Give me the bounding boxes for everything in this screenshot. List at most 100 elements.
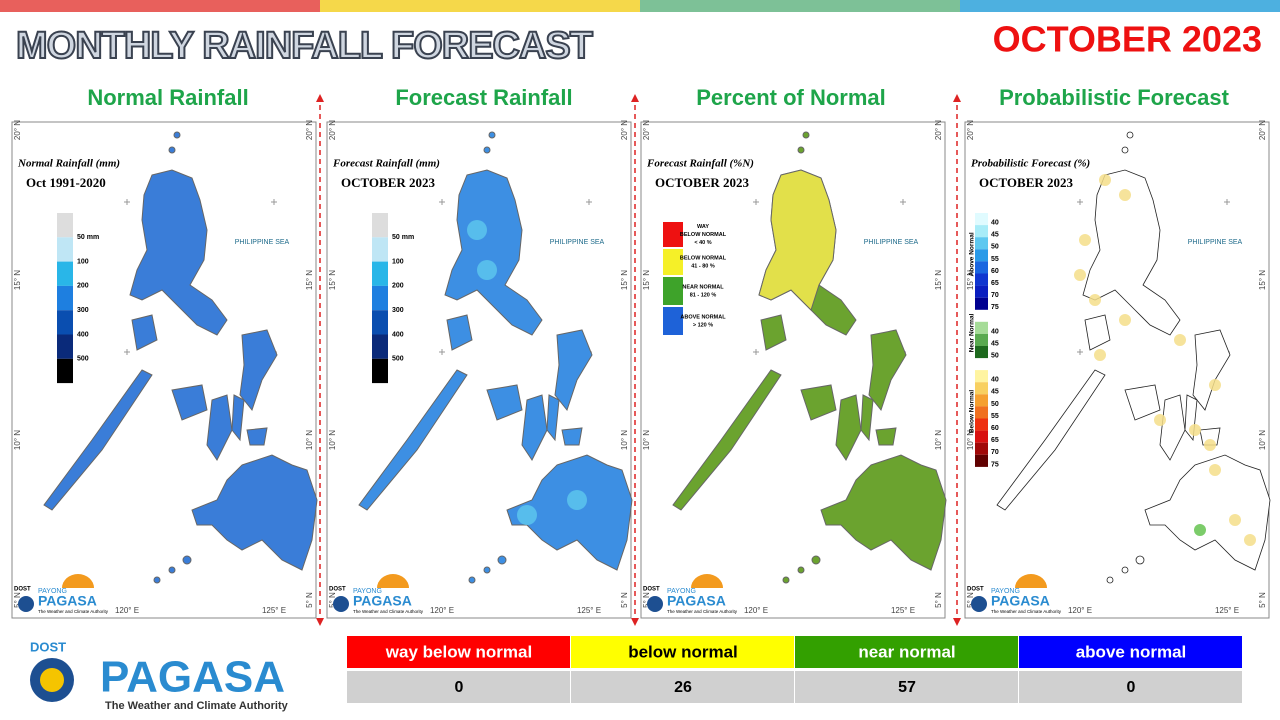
logo-tagline: The Weather and Climate Authority (105, 700, 289, 712)
lat-label: 20° N (642, 120, 651, 140)
map-panel: PHILIPPINE SEA 20° N 20° N 15° N 15° N 10° N 1… (640, 120, 947, 619)
logo-name: PAGASA (100, 653, 285, 702)
legend-swatch (975, 321, 988, 334)
legend-swatch (975, 454, 988, 467)
legend-label: 60 (991, 268, 999, 275)
small-logo-umbrella (1015, 574, 1047, 588)
lat-label: 10° N (934, 430, 943, 450)
map-dot (1079, 234, 1091, 246)
grid-cross (900, 199, 906, 205)
table-cell (347, 671, 570, 703)
legend-label: 65 (991, 280, 999, 287)
lat-label: 5° N (966, 592, 975, 608)
panel-heading: Probabilistic Forecast (999, 85, 1230, 110)
map-dot (1209, 464, 1221, 476)
grid-cross (753, 349, 759, 355)
legend-label: 45 (991, 389, 999, 396)
small-logo-tagline: The Weather and Climate Authority (38, 609, 109, 614)
legend-label: 81 - 120 % (690, 292, 717, 298)
map-panel: PHILIPPINE SEA 20° N 20° N 15° N 15° N 10° N 1… (964, 120, 1271, 619)
legend-label: NEAR NORMAL (682, 284, 724, 290)
sea-label: PHILIPPINE SEA (235, 239, 290, 246)
small-logo-umbrella (691, 574, 723, 588)
legend-group-label: Near Normal (969, 313, 976, 352)
lat-label: 20° N (13, 120, 22, 140)
separator-arrow (316, 94, 324, 102)
legend-swatch (975, 273, 988, 286)
legend-swatch (372, 237, 388, 262)
small-logo-umbrella (377, 574, 409, 588)
lon-label: 120° E (115, 606, 139, 615)
grid-cross (124, 349, 130, 355)
grid-cross (271, 199, 277, 205)
legend-swatch (372, 334, 388, 359)
legend-swatch (975, 346, 988, 359)
lat-label: 15° N (966, 270, 975, 290)
legend-swatch (975, 297, 988, 310)
table-cell (571, 671, 794, 703)
lat-label: 10° N (966, 430, 975, 450)
lat-label: 10° N (1258, 430, 1267, 450)
legend-swatch (57, 285, 73, 311)
legend-swatch (57, 213, 73, 238)
legend-label: 75 (991, 304, 999, 311)
legend-swatch (57, 310, 73, 335)
lat-label: 15° N (642, 270, 651, 290)
legend-label: 55 (991, 413, 999, 420)
legend-swatch (57, 261, 73, 286)
legend-label: 100 (77, 258, 89, 265)
map-region (467, 220, 487, 240)
map-dot (1209, 379, 1221, 391)
lat-label: 15° N (1258, 270, 1267, 290)
map-panel: PHILIPPINE SEA 20° N 20° N 15° N 15° N 10° N 1… (11, 120, 318, 619)
lat-label: 20° N (305, 120, 314, 140)
map-dot (1204, 439, 1216, 451)
small-logo-icon (971, 596, 987, 612)
table-cell (795, 671, 1018, 703)
legend-swatch (372, 213, 388, 238)
small-logo-small: PAYONG (353, 588, 382, 595)
legend-label: 45 (991, 340, 999, 347)
legend-swatch (57, 358, 73, 384)
lat-label: 5° N (1258, 592, 1267, 608)
table-cell (1019, 671, 1242, 703)
legend-label: 70 (991, 292, 999, 299)
map-dot (1229, 514, 1241, 526)
legend-swatch (975, 406, 988, 419)
legend-swatch (975, 394, 988, 407)
lat-label: 5° N (328, 592, 337, 608)
period: OCTOBER 2023 (993, 19, 1262, 60)
legend-swatch (975, 333, 988, 346)
small-logo-org: DOST (329, 587, 346, 593)
lat-label: 5° N (305, 592, 314, 608)
legend-label: BELOW NORMAL (680, 255, 727, 261)
table-header-cell (347, 636, 570, 668)
lat-label: 20° N (1258, 120, 1267, 140)
legend-swatch (975, 213, 988, 226)
legend-swatch (975, 418, 988, 431)
legend-label: 200 (392, 283, 404, 290)
panel-heading: Forecast Rainfall (395, 85, 572, 110)
lat-label: 15° N (305, 270, 314, 290)
grid-cross (439, 199, 445, 205)
legend-label: ABOVE NORMAL (680, 314, 726, 320)
lat-label: 10° N (642, 430, 651, 450)
separator-arrow (631, 94, 639, 102)
small-logo-org: DOST (643, 587, 660, 593)
legend-label: 200 (77, 283, 89, 290)
legend-label: BELOW NORMAL (680, 232, 727, 238)
legend-label: 50 (991, 401, 999, 408)
legend-label: 400 (392, 331, 404, 338)
legend-label: 100 (392, 258, 404, 265)
legend-swatch (975, 285, 988, 298)
grid-cross (124, 199, 130, 205)
lon-label: 125° E (891, 606, 915, 615)
map-title: Normal Rainfall (mm) (17, 158, 120, 170)
map-dot (1119, 189, 1131, 201)
legend-label: 45 (991, 232, 999, 239)
legend-label: 40 (991, 328, 999, 335)
legend-group-label: Below Normal (969, 390, 976, 434)
map-title: Forecast Rainfall (%N) (646, 158, 754, 170)
legend-swatch (975, 237, 988, 250)
small-logo-small: PAYONG (38, 588, 67, 595)
